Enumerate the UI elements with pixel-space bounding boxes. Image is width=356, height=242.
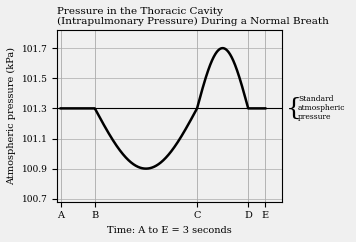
X-axis label: Time: A to E = 3 seconds: Time: A to E = 3 seconds: [108, 226, 232, 235]
Text: pressure: pressure: [298, 113, 331, 121]
Text: atmospheric: atmospheric: [298, 104, 345, 112]
Text: {: {: [286, 97, 302, 120]
Text: Pressure in the Thoracic Cavity
(Intrapulmonary Pressure) During a Normal Breath: Pressure in the Thoracic Cavity (Intrapu…: [57, 7, 329, 26]
Text: Standard: Standard: [298, 95, 334, 103]
Y-axis label: Atmospheric pressure (kPa): Atmospheric pressure (kPa): [7, 47, 16, 185]
